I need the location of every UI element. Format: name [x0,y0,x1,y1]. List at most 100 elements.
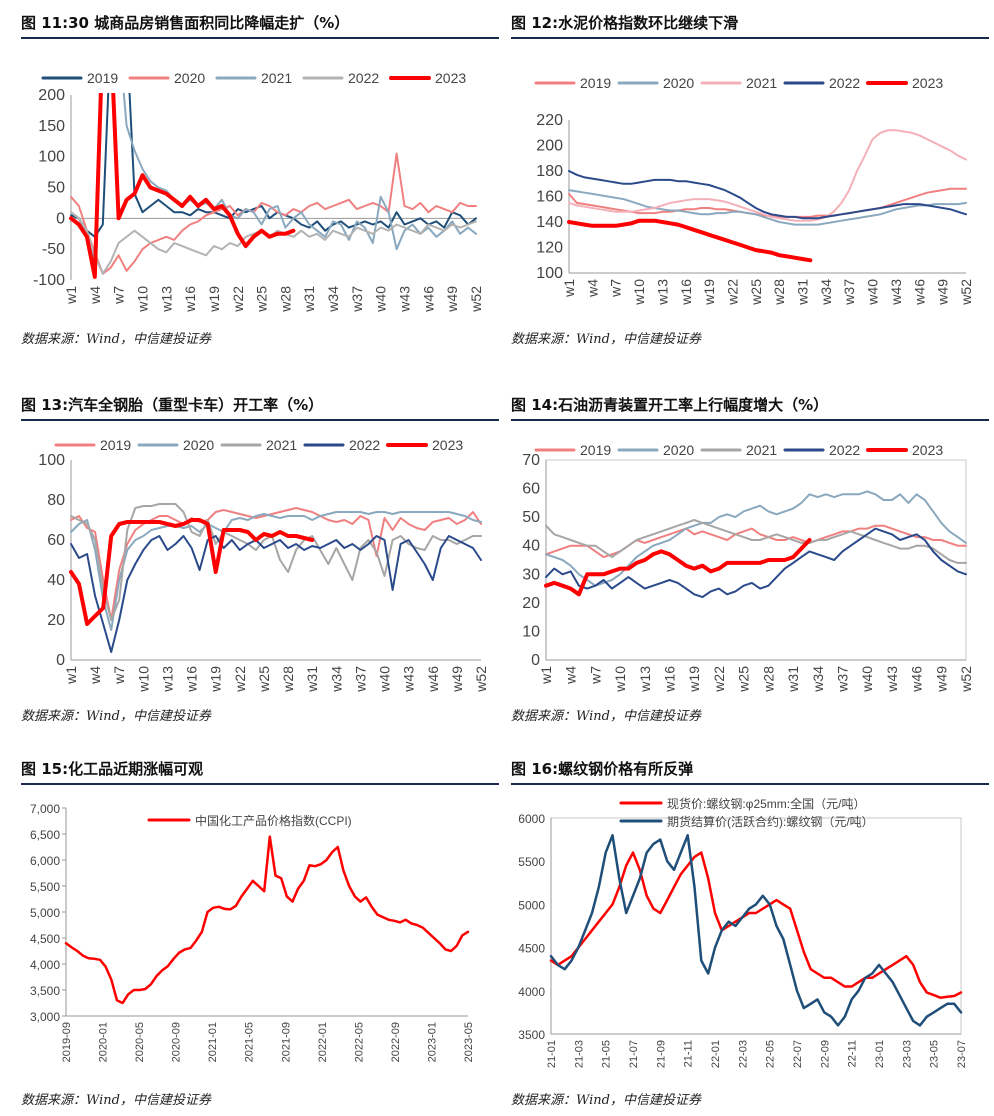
x-tick-label: w31 [795,279,811,306]
x-tick-label: 22-07 [792,1040,804,1068]
y-tick-label: 150 [38,118,65,135]
plot-frame [550,817,962,1035]
x-tick-label: 22-03 [737,1040,749,1068]
y-tick-label: 140 [536,214,563,231]
x-tick-label: w37 [349,286,365,313]
x-tick-label: 22-05 [765,1040,777,1068]
series-line-3 [568,170,967,220]
chart-title: 图 15:化工品近期涨幅可观 [21,760,204,778]
x-tick-label: w10 [134,286,150,313]
series-line-0 [70,93,477,238]
x-tick-label: w19 [208,666,224,693]
x-tick-label: w4 [584,279,600,298]
legend-label: 2019 [580,442,611,458]
x-tick-label: w52 [958,666,974,693]
legend-label: 2020 [183,437,214,453]
x-tick-label: w19 [206,286,222,313]
x-tick-label: w22 [232,666,248,693]
y-tick-label: 6,500 [30,828,60,842]
x-tick-label: w37 [834,666,850,693]
x-tick-label: w40 [373,286,389,313]
chart-title: 图 13:汽车全钢胎（重型卡车）开工率（%） [21,396,324,414]
x-tick-label: w40 [859,666,875,693]
x-tick-label: w28 [277,286,293,313]
y-tick-label: 200 [38,87,65,104]
legend-label: 2023 [912,442,943,458]
x-tick-label: w10 [135,666,151,693]
source-note: 数据来源：Wind，中信建投证券 [511,709,701,724]
legend-label: 期货结算价(活跃合约):螺纹钢（元/吨） [667,814,874,829]
series-line-1 [568,189,967,226]
y-tick-label: 7,000 [30,802,60,816]
legend-label: 2020 [663,442,694,458]
x-tick-label: 2021-01 [207,1022,219,1062]
series-line-1 [549,834,963,1027]
y-tick-label: 100 [38,452,65,469]
x-tick-label: w52 [473,666,489,693]
title-rule [511,37,989,39]
legend-label: 现货价:螺纹钢:φ25mm:全国（元/吨） [667,796,865,811]
series-line-1 [70,152,477,275]
series-line-4 [567,218,813,263]
y-tick-label: 4000 [518,985,545,999]
x-tick-label: w10 [612,666,628,693]
series-line-1 [70,511,482,631]
series-line-1 [545,490,967,587]
x-tick-label: w37 [841,279,857,306]
x-tick-label: w34 [818,279,834,306]
x-tick-label: w46 [425,666,441,693]
chart-title: 图 12:水泥价格指数环比继续下滑 [511,14,739,32]
x-tick-label: w16 [184,666,200,693]
x-tick-label: w4 [87,666,103,685]
x-tick-label: w31 [304,666,320,693]
x-tick-label: w28 [280,666,296,693]
x-tick-label: w13 [158,286,174,313]
legend-label: 2020 [663,75,694,91]
x-tick-label: w7 [587,666,603,685]
title-rule [511,419,989,421]
y-tick-label: 220 [536,112,563,129]
legend-label: 2021 [746,442,777,458]
legend-label: 2020 [174,70,205,86]
source-note: 数据来源：Wind，中信建投证券 [21,332,211,347]
title-rule [21,419,499,421]
legend-label: 2023 [912,75,943,91]
y-tick-label: 4,500 [30,932,60,946]
legend-label: 2019 [580,75,611,91]
x-tick-label: 21-05 [601,1040,613,1068]
x-tick-label: w52 [958,279,974,306]
x-tick-label: w28 [760,666,776,693]
y-tick-label: -100 [33,272,65,289]
legend-label: 2021 [261,70,292,86]
x-tick-label: w25 [254,286,270,313]
chart-title: 图 14:石油沥青装置开工率上行幅度增大（%） [511,396,829,414]
x-tick-label: 22-11 [847,1040,859,1067]
series-line-3 [70,535,482,653]
series-line-0 [549,851,963,999]
x-tick-label: 2022-09 [390,1022,402,1062]
x-tick-label: w37 [352,666,368,693]
x-tick-label: w46 [909,666,925,693]
y-tick-label: 100 [38,149,65,166]
x-tick-label: 2020-09 [171,1022,183,1062]
y-tick-label: 100 [536,265,563,282]
y-tick-label: 0 [531,652,540,669]
y-tick-label: 3,000 [30,1010,60,1024]
legend-label: 中国化工产品价格指数(CCPI) [195,813,352,828]
source-note: 数据来源：Wind，中信建投证券 [21,1093,211,1108]
x-tick-label: 2019-09 [61,1022,73,1062]
x-tick-label: w4 [563,666,579,685]
series-line-4 [69,93,296,279]
x-tick-label: 22-01 [710,1040,722,1068]
y-tick-label: 4,000 [30,958,60,972]
x-tick-label: w46 [420,286,436,313]
chart-asphalt-operating-rate: 70 60 50 40 30 20 10 0w1 w4 w7 w10 w13 w16 w19 w22 w25 w… [522,442,974,693]
x-tick-label: w7 [608,279,624,298]
x-tick-label: w16 [678,279,694,306]
x-tick-label: w25 [736,666,752,693]
x-tick-label: w7 [111,666,127,685]
chart-ccpi: 7,000 6,500 6,000 5,500 5,000 4,500 4,000 3,500… [30,802,475,1062]
chart-title: 图 11:30 城商品房销售面积同比降幅走扩（%） [21,14,350,32]
x-tick-label: 23-03 [901,1040,913,1068]
